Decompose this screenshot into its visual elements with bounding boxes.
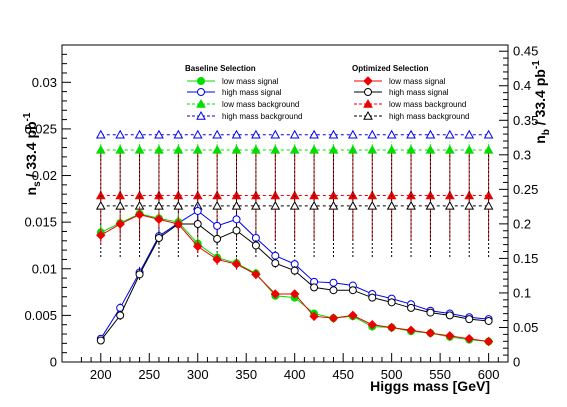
y-left-tick-label: 0.015 — [24, 215, 57, 230]
y-right-tick-label: 0.25 — [513, 182, 538, 197]
data-point — [291, 267, 298, 274]
data-point — [485, 317, 492, 324]
legend-label: high mass signal — [389, 88, 449, 97]
y-left-exponent: -1 — [22, 112, 33, 121]
x-tick-label: 450 — [332, 367, 354, 382]
data-point — [214, 235, 221, 242]
y-right-tick-label: 0.4 — [513, 78, 531, 93]
data-point — [446, 312, 453, 319]
data-point — [408, 304, 415, 311]
legend-item-optimized-high-mass-signal: high mass signal — [354, 88, 449, 97]
data-point — [369, 294, 376, 301]
y-left-unit: / 33.4 pb — [23, 121, 39, 181]
y-left-symbol: n — [23, 187, 39, 196]
legend-item-baseline-high-mass-signal: high mass signal — [187, 88, 282, 97]
legend-item-optimized-low-mass-signal: low mass signal — [354, 77, 446, 86]
legend-label: low mass signal — [222, 77, 279, 86]
y-left-tick-label: 0.01 — [32, 261, 57, 276]
y-right-tick-label: 0 — [513, 355, 520, 370]
legend-label: high mass background — [389, 112, 470, 121]
y-right-tick-label: 0.2 — [513, 216, 531, 231]
data-point — [252, 242, 259, 249]
x-tick-label: 300 — [187, 367, 209, 382]
data-point — [427, 309, 434, 316]
y-right-symbol: n — [532, 135, 548, 144]
y-left-tick-label: 0.005 — [24, 308, 57, 323]
x-axis-title: Higgs mass [GeV] — [370, 378, 490, 394]
data-point — [330, 279, 337, 286]
data-point — [194, 207, 201, 214]
legend-label: low mass background — [222, 100, 299, 109]
data-point — [272, 260, 279, 267]
y-right-tick-label: 0.05 — [513, 320, 538, 335]
data-point — [233, 216, 240, 223]
data-point — [214, 222, 221, 229]
data-point — [155, 234, 162, 241]
x-tick-label: 200 — [90, 367, 112, 382]
data-point — [272, 252, 279, 259]
legend-marker — [198, 89, 205, 96]
legend-item-baseline-low-mass-signal: low mass signal — [187, 77, 279, 86]
data-point — [194, 221, 201, 228]
legend-marker — [198, 78, 205, 85]
data-point — [136, 271, 143, 278]
legend-label: low mass background — [389, 100, 466, 109]
data-point — [388, 299, 395, 306]
data-point — [97, 337, 104, 344]
y-right-tick-label: 0.45 — [513, 44, 538, 59]
data-point — [117, 312, 124, 319]
y-right-exponent: -1 — [531, 60, 542, 69]
x-tick-label: 250 — [138, 367, 160, 382]
y-right-tick-label: 0.3 — [513, 147, 531, 162]
legend-title-optimized: Optimized Selection — [352, 64, 429, 73]
y-right-tick-label: 0.15 — [513, 251, 538, 266]
data-point — [349, 287, 356, 294]
legend-label: high mass signal — [222, 88, 282, 97]
legend-title-baseline: Baseline Selection — [185, 64, 256, 73]
x-tick-label: 350 — [235, 367, 257, 382]
y-left-tick-label: 0.03 — [32, 75, 57, 90]
legend-label: high mass background — [222, 112, 303, 121]
legend-marker — [365, 89, 372, 96]
y-left-tick-label: 0 — [50, 355, 57, 370]
data-point — [466, 316, 473, 323]
data-point — [233, 227, 240, 234]
y-right-tick-label: 0.1 — [513, 285, 531, 300]
data-point — [330, 287, 337, 294]
data-point — [311, 284, 318, 291]
y-right-unit: / 33.4 pb — [532, 69, 548, 129]
legend-label: low mass signal — [389, 77, 446, 86]
x-tick-label: 400 — [284, 367, 306, 382]
